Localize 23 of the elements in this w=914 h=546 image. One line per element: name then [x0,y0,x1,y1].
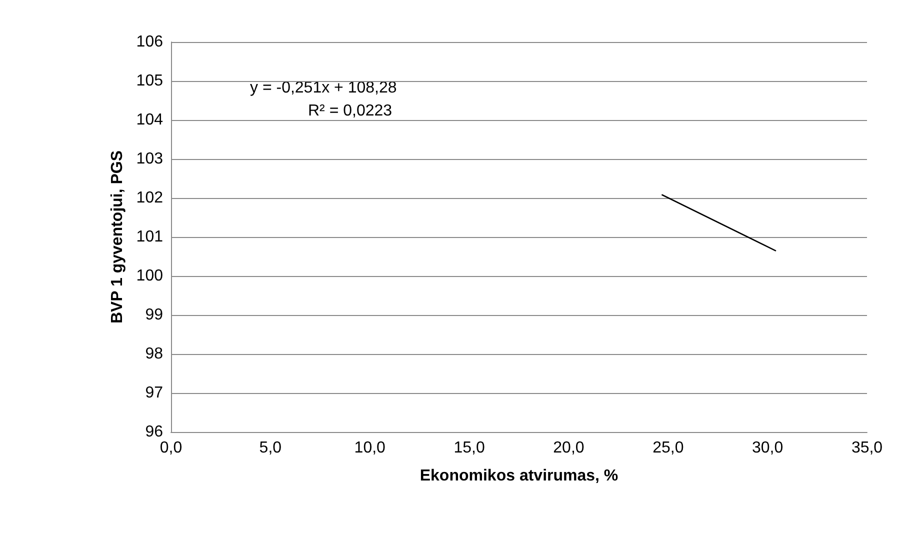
y-tick-label: 103 [136,150,164,168]
x-tick-label: 35,0 [851,440,883,456]
annotation: y = -0,251x + 108,28 [250,80,397,96]
y-tick-label: 102 [136,190,164,206]
y-tick-label: 98 [145,346,164,362]
y-tick-label: 100 [136,268,164,284]
x-tick-label: 15,0 [454,440,485,456]
x-tick-label: 0,0 [160,440,182,456]
x-axis-title: Ekonomikos atvirumas, % [420,468,618,484]
x-tick-label: 30,0 [752,440,784,456]
x-tick-label: 25,0 [652,440,684,456]
x-tick-label: 10,0 [354,440,386,456]
y-tick-label: 101 [136,228,164,246]
y-axis-title: BVP 1 gyventojui, PGS [108,150,126,324]
y-tick-label: 96 [145,424,164,440]
x-tick-label: 5,0 [259,440,282,456]
y-tick-label: 97 [145,384,164,402]
y-tick-label: 106 [136,34,164,50]
x-tick-label: 20,0 [553,440,584,456]
annotation: R² = 0,0223 [308,102,392,120]
y-tick-label: 104 [136,112,164,128]
y-tick-label: 105 [136,72,164,90]
y-tick-label: 99 [145,306,164,324]
